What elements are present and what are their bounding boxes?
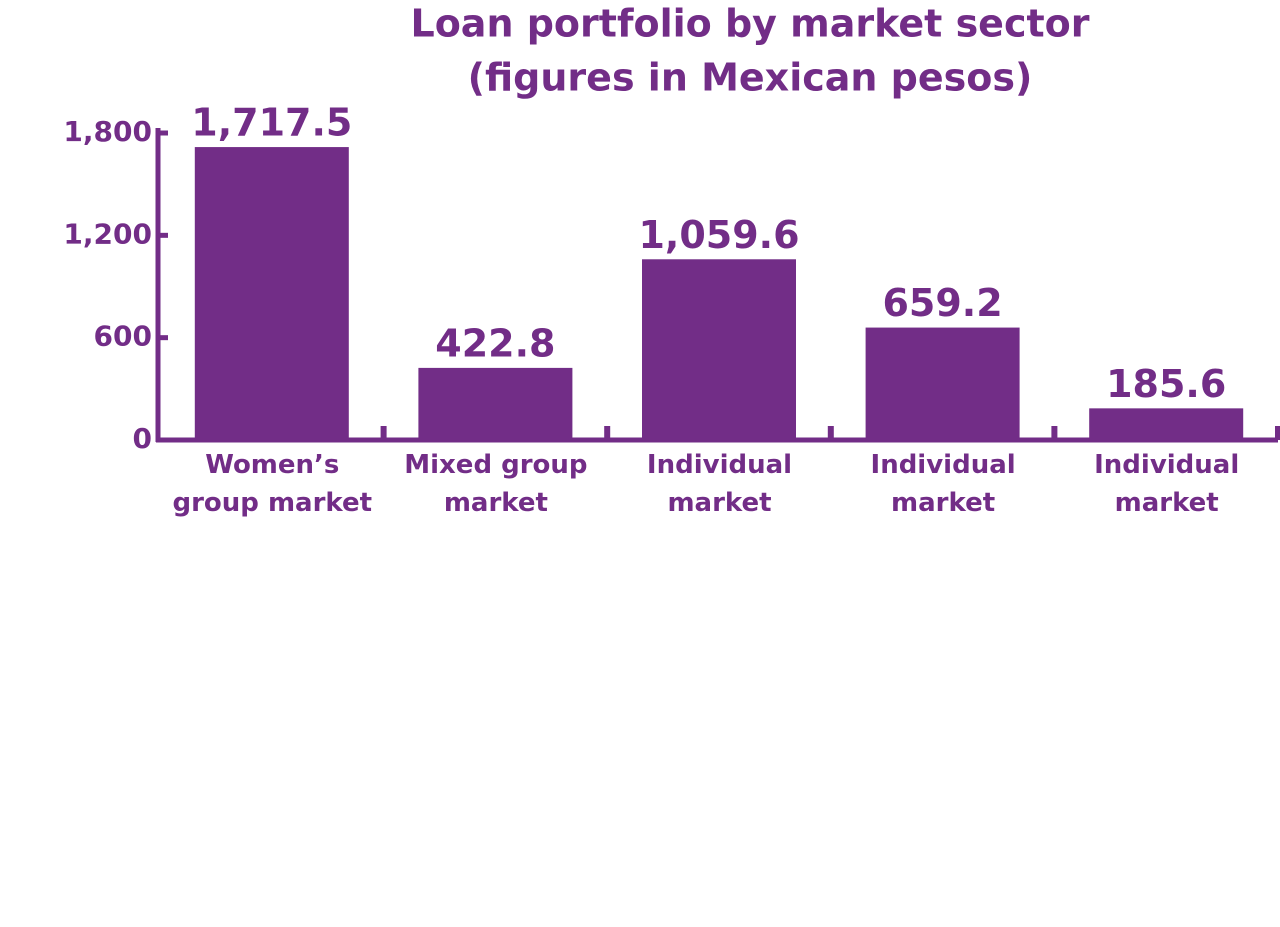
chart-title: Loan portfolio by market sector	[410, 2, 1089, 46]
y-tick-label: 1,200	[63, 217, 152, 250]
chart-subtitle: (figures in Mexican pesos)	[468, 56, 1033, 100]
x-tick-label: Individual market	[870, 450, 1016, 518]
value-label: 422.8	[435, 321, 555, 365]
bar	[418, 367, 573, 440]
value-label: 185.6	[1106, 362, 1226, 406]
bar	[1089, 408, 1244, 440]
bar	[194, 147, 349, 440]
bar	[865, 327, 1020, 440]
y-tick-label: 1,800	[63, 115, 152, 148]
bar	[642, 259, 796, 440]
value-label: 659.2	[882, 281, 1002, 325]
y-tick-label: 0	[133, 422, 152, 455]
y-tick-label: 600	[94, 320, 152, 353]
x-tick-label: Women’s group market	[172, 450, 373, 518]
x-tick-label: Mixed group market	[404, 450, 588, 518]
value-label: 1,059.6	[638, 213, 799, 257]
x-tick-label: Individual market	[1094, 450, 1240, 518]
value-label: 1,717.5	[191, 101, 352, 145]
x-tick-label: Individual market	[646, 450, 793, 518]
